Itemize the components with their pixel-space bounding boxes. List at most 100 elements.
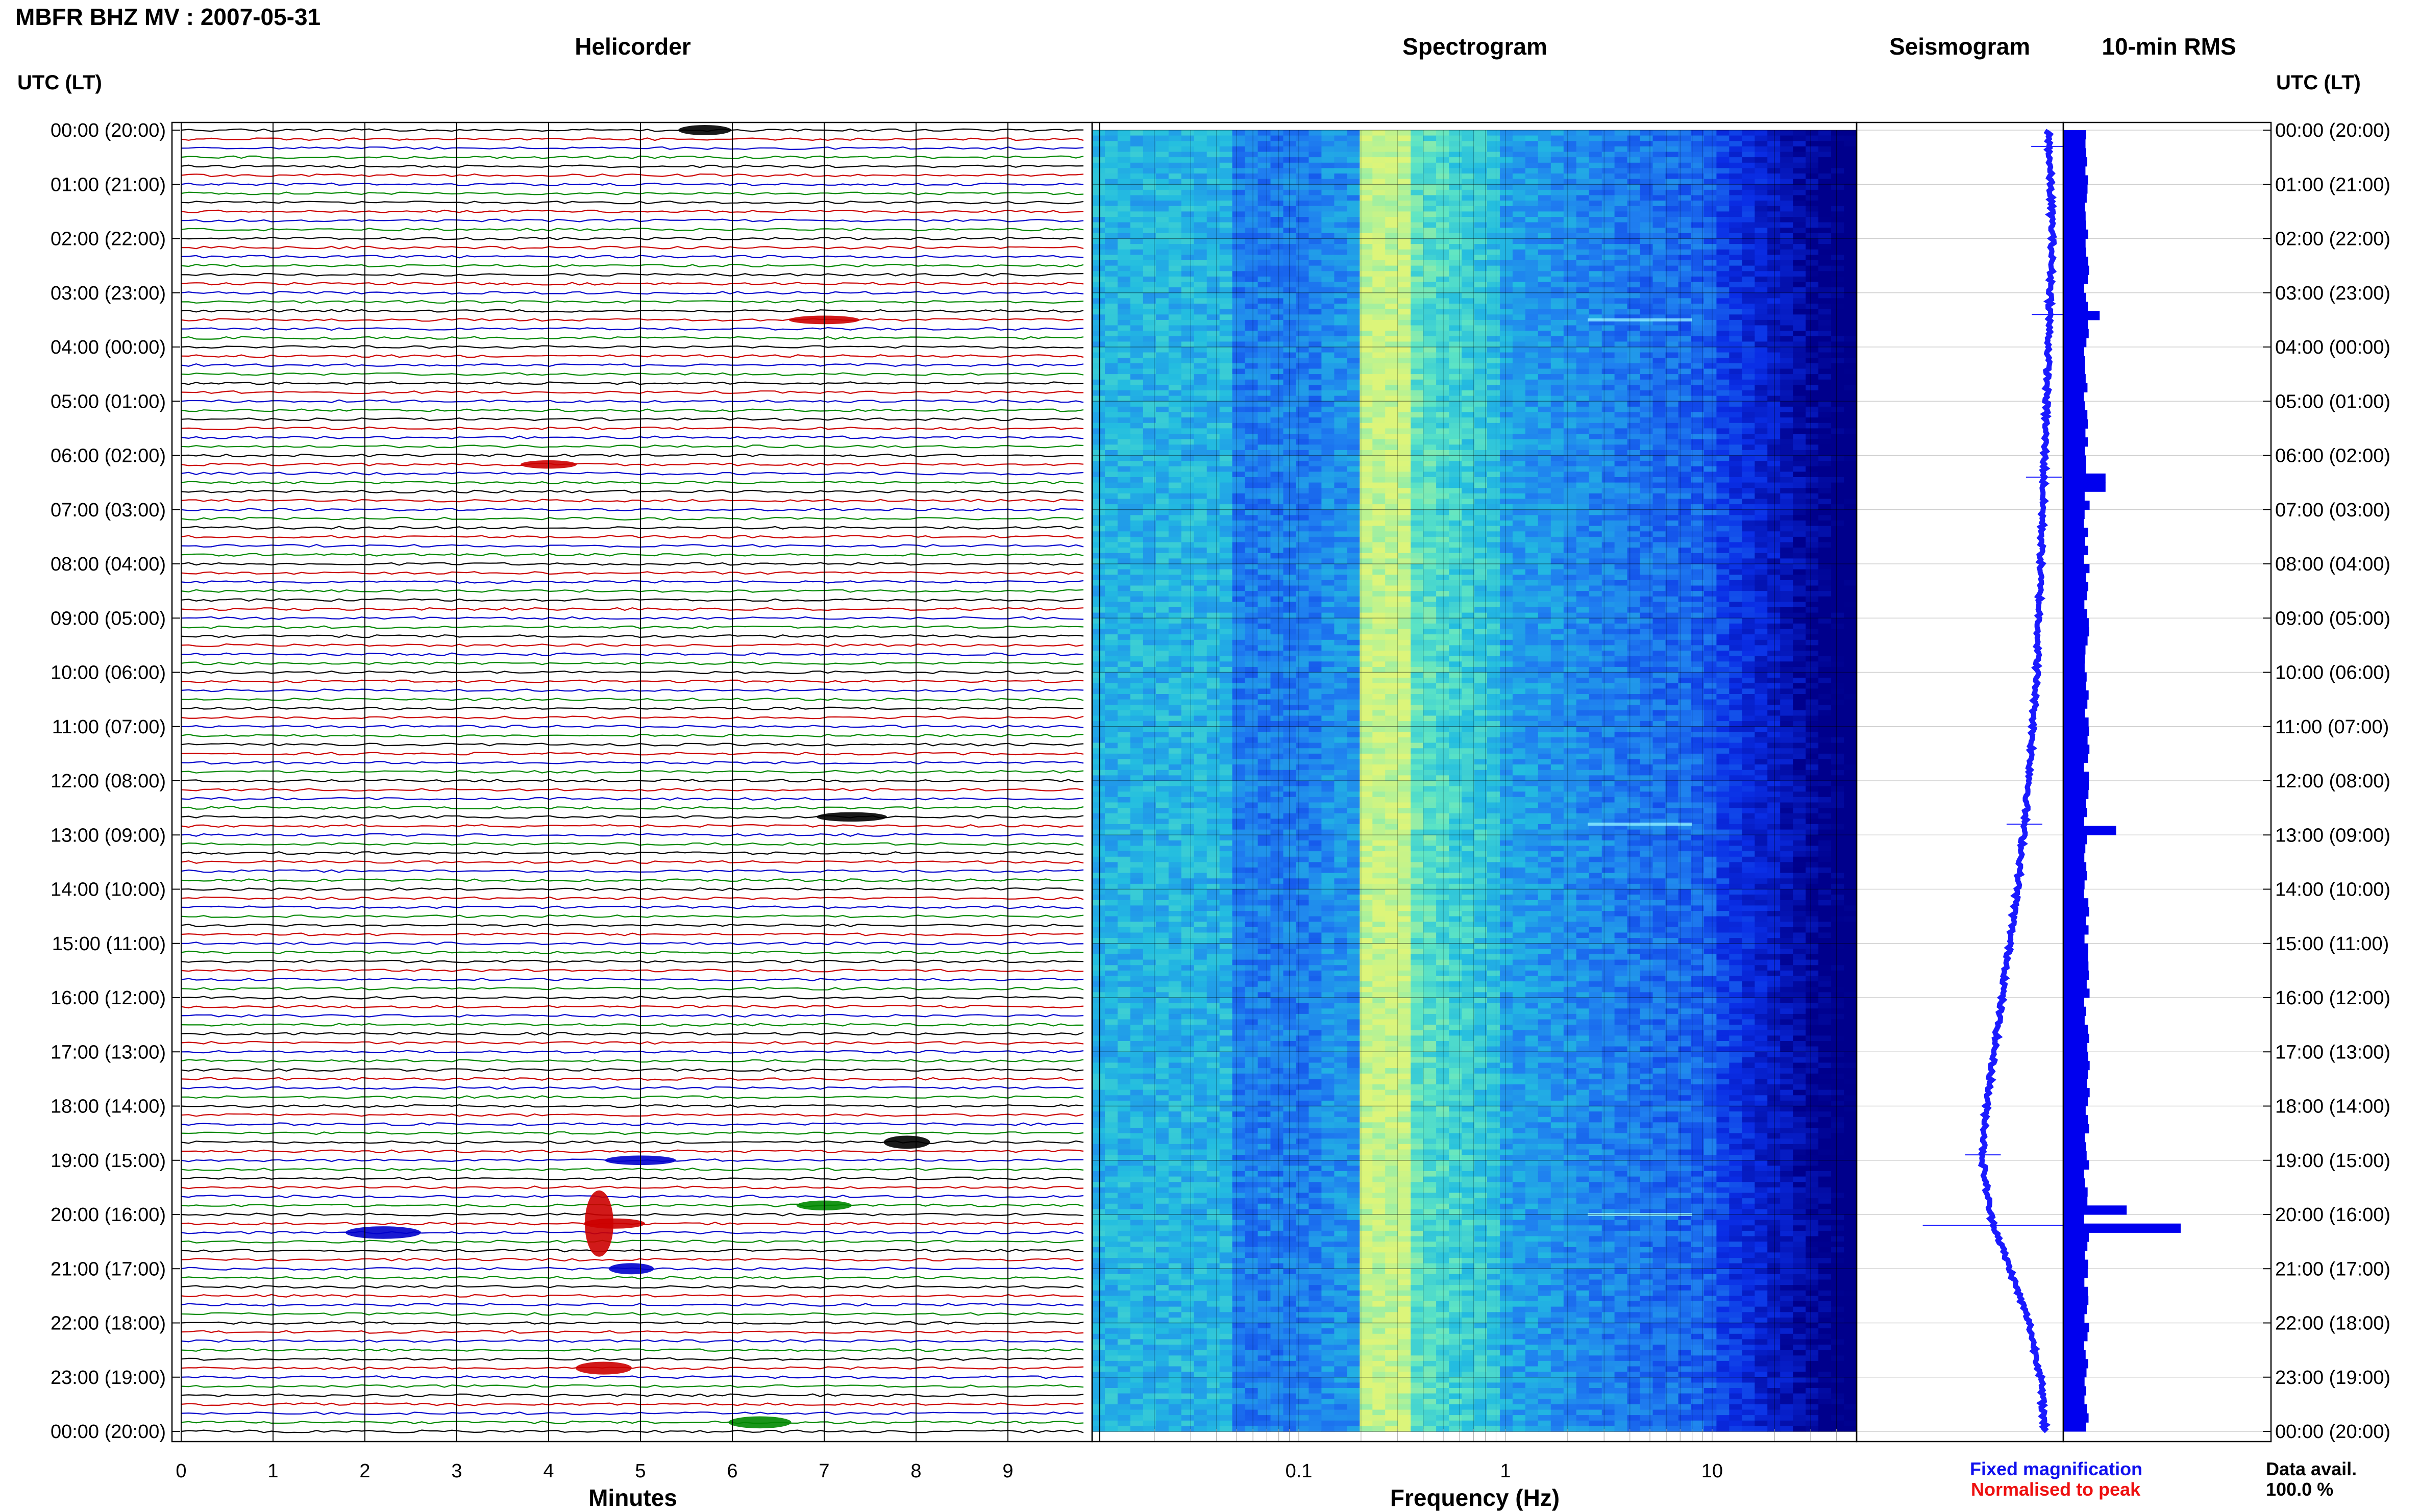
spectrogram-cell <box>1462 325 1475 331</box>
spectrogram-cell <box>1525 536 1539 543</box>
spectrogram-cell <box>1309 434 1322 440</box>
spectrogram-cell <box>1321 249 1335 255</box>
spectrogram-cell <box>1309 222 1322 228</box>
spectrogram-cell <box>1321 374 1335 380</box>
spectrogram-cell <box>1168 271 1182 277</box>
spectrogram-cell <box>1360 271 1373 277</box>
spectrogram-cell <box>1601 385 1615 391</box>
spectrogram-cell <box>1691 520 1704 527</box>
spectrogram-cell <box>1105 558 1118 564</box>
spectrogram-cell <box>1512 314 1526 320</box>
spectrogram-cell <box>1678 515 1692 521</box>
spectrogram-cell <box>1168 553 1182 559</box>
spectrogram-cell <box>1245 201 1258 207</box>
spectrogram-cell <box>1665 374 1679 380</box>
spectrogram-cell <box>1525 461 1539 467</box>
spectrogram-cell <box>1360 141 1373 147</box>
spectrogram-cell <box>1652 444 1666 451</box>
spectrogram-cell <box>1691 477 1704 483</box>
spectrogram-cell <box>1499 244 1513 250</box>
spectrogram-cell <box>1755 428 1768 434</box>
spectrogram-cell <box>1436 553 1449 559</box>
spectrogram-cell <box>1538 401 1551 407</box>
spectrogram-cell <box>1793 152 1806 158</box>
spectrogram-cell <box>1232 233 1246 239</box>
spectrogram-cell <box>1767 173 1781 180</box>
spectrogram-cell <box>1793 526 1806 532</box>
spectrogram-cell <box>1474 515 1488 521</box>
spectrogram-cell <box>1411 482 1424 488</box>
spectrogram-cell <box>1550 531 1564 537</box>
spectrogram-cell <box>1499 564 1513 570</box>
spectrogram-cell <box>1462 379 1475 385</box>
spectrogram-cell <box>1474 298 1488 304</box>
spectrogram-cell <box>1474 575 1488 581</box>
spectrogram-cell <box>1755 493 1768 500</box>
spectrogram-cell <box>1398 575 1411 581</box>
spectrogram-cell <box>1296 461 1310 467</box>
spectrogram-cell <box>1347 374 1360 380</box>
spectrogram-cell <box>1219 482 1233 488</box>
spectrogram-cell <box>1092 569 1105 575</box>
spectrogram-cell <box>1181 477 1195 483</box>
spectrogram-cell <box>1105 374 1118 380</box>
spectrogram-cell <box>1589 244 1602 250</box>
spectrogram-cell <box>1194 477 1207 483</box>
spectrogram-cell <box>1181 341 1195 348</box>
spectrogram-cell <box>1130 309 1144 315</box>
spectrogram-cell <box>1716 336 1730 342</box>
spectrogram-cell <box>1334 406 1347 413</box>
spectrogram-cell <box>1563 244 1577 250</box>
spectrogram-cell <box>1245 255 1258 261</box>
spectrogram-cell <box>1436 395 1449 402</box>
spectrogram-cell <box>1168 417 1182 424</box>
spectrogram-cell <box>1627 488 1641 494</box>
spectrogram-cell <box>1767 244 1781 250</box>
spectrogram-cell <box>1550 309 1564 315</box>
spectrogram-cell <box>1767 509 1781 515</box>
spectrogram-cell <box>1372 390 1386 396</box>
spectrogram-cell <box>1652 412 1666 418</box>
spectrogram-cell <box>1767 553 1781 559</box>
spectrogram-cell <box>1334 395 1347 402</box>
spectrogram-cell <box>1729 211 1742 217</box>
spectrogram-cell <box>1181 130 1195 136</box>
spectrogram-cell <box>1627 466 1641 472</box>
spectrogram-cell <box>1793 271 1806 277</box>
spectrogram-cell <box>1665 271 1679 277</box>
spectrogram-cell <box>1283 162 1297 168</box>
spectrogram-cell <box>1130 401 1144 407</box>
spectrogram-cell <box>1678 314 1692 320</box>
spectrogram-cell <box>1296 152 1310 158</box>
spectrogram-cell <box>1652 222 1666 228</box>
spectrogram-cell <box>1283 374 1297 380</box>
spectrogram-cell <box>1257 276 1271 283</box>
spectrogram-cell <box>1168 444 1182 451</box>
spectrogram-cell <box>1793 477 1806 483</box>
spectrogram-cell <box>1538 363 1551 369</box>
spectrogram-cell <box>1385 287 1398 293</box>
spectrogram-cell <box>1844 265 1857 271</box>
spectrogram-cell <box>1270 282 1284 288</box>
spectrogram-cell <box>1347 395 1360 402</box>
spectrogram-cell <box>1729 368 1742 375</box>
spectrogram-cell <box>1755 395 1768 402</box>
spectrogram-cell <box>1614 363 1628 369</box>
spectrogram-cell <box>1589 526 1602 532</box>
spectrogram-cell <box>1729 466 1742 472</box>
spectrogram-cell <box>1563 472 1577 478</box>
spectrogram-cell <box>1270 385 1284 391</box>
spectrogram-cell <box>1474 173 1488 180</box>
spectrogram-cell <box>1601 466 1615 472</box>
spectrogram-cell <box>1309 542 1322 548</box>
spectrogram-cell <box>1257 395 1271 402</box>
spectrogram-cell <box>1525 455 1539 461</box>
spectrogram-cell <box>1716 526 1730 532</box>
spectrogram-cell <box>1550 466 1564 472</box>
spectrogram-cell <box>1652 553 1666 559</box>
spectrogram-cell <box>1652 282 1666 288</box>
spectrogram-cell <box>1270 292 1284 299</box>
spectrogram-cell <box>1334 298 1347 304</box>
spectrogram-cell <box>1398 406 1411 413</box>
spectrogram-cell <box>1245 515 1258 521</box>
